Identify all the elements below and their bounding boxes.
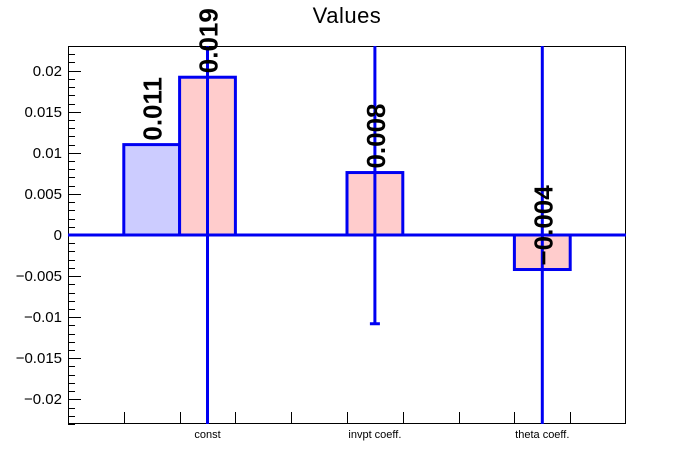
bar-const — [122, 143, 182, 237]
y-axis-tick-label: 0.02 — [33, 63, 62, 80]
bar-value-label: 0.019 — [194, 8, 224, 73]
chart-title: Values — [312, 3, 382, 28]
x-axis-category-label: const — [194, 429, 220, 441]
y-axis-tick-label: 0.005 — [24, 186, 62, 203]
bar-value-label: 0.008 — [361, 103, 391, 168]
y-axis-tick-label: −0.015 — [16, 350, 62, 367]
y-axis-tick-label: −0.005 — [16, 268, 62, 285]
bar-value-label: 0.011 — [138, 77, 168, 141]
x-axis-category-label: invpt coeff. — [348, 429, 401, 441]
y-axis-tick-label: 0.015 — [24, 104, 62, 121]
bar-value-label: −0.004 — [528, 185, 558, 266]
y-axis-tick-label: −0.01 — [24, 309, 62, 326]
y-axis-tick-label: 0 — [54, 227, 62, 244]
y-axis-tick-label: −0.02 — [24, 391, 62, 408]
x-axis-category-label: theta coeff. — [515, 429, 569, 441]
y-axis-tick-label: 0.01 — [33, 145, 62, 162]
